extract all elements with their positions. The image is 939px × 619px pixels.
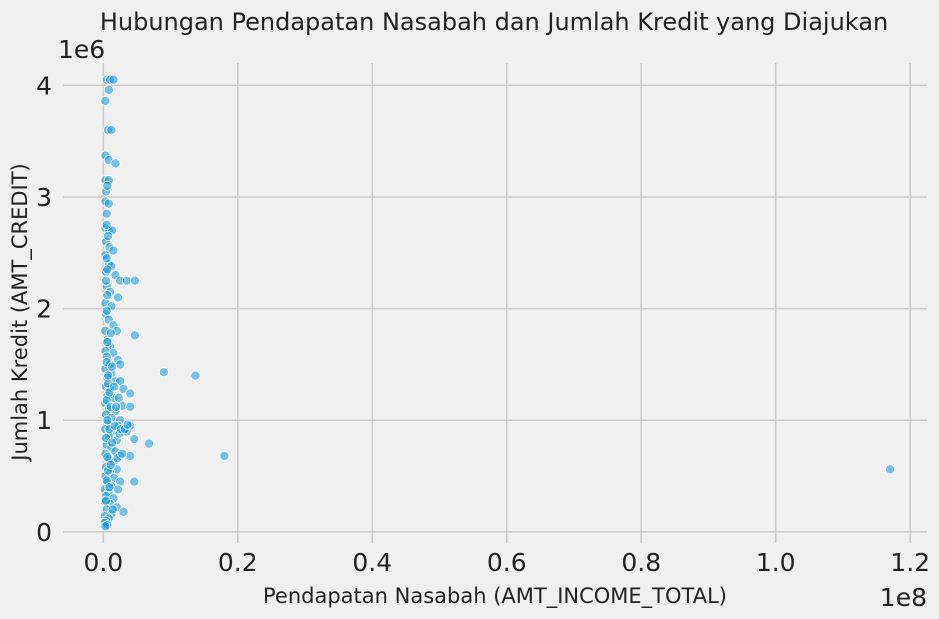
scatter-point bbox=[111, 401, 122, 412]
scatter-point bbox=[107, 361, 118, 372]
y-tick-label: 4 bbox=[36, 71, 52, 100]
scatter-point bbox=[101, 253, 112, 264]
scatter-point bbox=[103, 370, 114, 381]
scatter-point bbox=[105, 459, 116, 470]
scatter-point bbox=[102, 264, 113, 275]
x-tick-label: 0.4 bbox=[352, 548, 392, 577]
scatter-point bbox=[101, 305, 112, 316]
x-axis-label: Pendapatan Nasabah (AMT_INCOME_TOTAL) bbox=[263, 584, 727, 609]
scatter-point bbox=[102, 290, 113, 301]
scatter-point bbox=[109, 381, 120, 392]
scatter-point bbox=[125, 388, 136, 399]
scatter-point bbox=[110, 158, 121, 169]
scatter-point bbox=[107, 437, 118, 448]
scatter-point bbox=[885, 464, 896, 475]
data-points bbox=[99, 74, 896, 532]
y-tick-label: 1 bbox=[36, 406, 52, 435]
x-tick-label: 1.0 bbox=[756, 548, 796, 577]
x-tick-label: 0.0 bbox=[83, 548, 123, 577]
scatter-point bbox=[100, 95, 111, 106]
scatter-point bbox=[101, 219, 112, 230]
scatter-point bbox=[122, 419, 133, 430]
scatter-point bbox=[104, 482, 115, 493]
y-tick-label: 0 bbox=[36, 518, 52, 547]
scatter-point bbox=[117, 448, 128, 459]
scatter-point bbox=[103, 231, 114, 242]
scatter-point bbox=[158, 367, 169, 378]
x-tick-label: 0.8 bbox=[621, 548, 661, 577]
scatter-point bbox=[103, 84, 114, 95]
y-axis-label: Jumlah Kredit (AMT_CREDIT) bbox=[8, 163, 33, 463]
scatter-point bbox=[219, 450, 230, 461]
y-tick-label: 3 bbox=[36, 183, 52, 212]
chart-title: Hubungan Pendapatan Nasabah dan Jumlah K… bbox=[100, 8, 888, 36]
scatter-point bbox=[113, 484, 124, 495]
y-offset-label: 1e6 bbox=[58, 35, 105, 64]
scatter-point bbox=[107, 504, 118, 515]
scatter-point bbox=[125, 401, 136, 412]
scatter-point bbox=[190, 370, 201, 381]
scatter-point bbox=[108, 245, 119, 256]
y-tick-labels: 0 1 2 3 4 bbox=[36, 71, 52, 547]
scatter-point bbox=[118, 506, 129, 517]
scatter-point bbox=[101, 208, 112, 219]
x-tick-label: 1.2 bbox=[890, 548, 930, 577]
scatter-point bbox=[102, 337, 113, 348]
x-tick-label: 0.2 bbox=[218, 548, 258, 577]
scatter-point bbox=[101, 495, 112, 506]
scatter-point bbox=[105, 328, 116, 339]
scatter-point bbox=[101, 275, 112, 286]
scatter-point bbox=[129, 434, 140, 445]
scatter-point bbox=[144, 438, 155, 449]
scatter-point bbox=[100, 521, 111, 532]
scatter-point bbox=[102, 180, 113, 191]
x-tick-label: 0.6 bbox=[487, 548, 527, 577]
grid bbox=[63, 63, 927, 543]
scatter-point bbox=[113, 292, 124, 303]
scatter-point bbox=[106, 124, 117, 135]
scatter-point bbox=[129, 275, 140, 286]
scatter-point bbox=[108, 74, 119, 85]
x-tick-labels: 0.0 0.2 0.4 0.6 0.8 1.0 1.2 bbox=[83, 548, 930, 577]
scatter-point bbox=[103, 198, 114, 209]
y-tick-label: 2 bbox=[36, 295, 52, 324]
scatter-point bbox=[129, 476, 140, 487]
scatter-point bbox=[129, 330, 140, 341]
x-offset-label: 1e8 bbox=[880, 583, 927, 612]
scatter-point bbox=[113, 392, 124, 403]
